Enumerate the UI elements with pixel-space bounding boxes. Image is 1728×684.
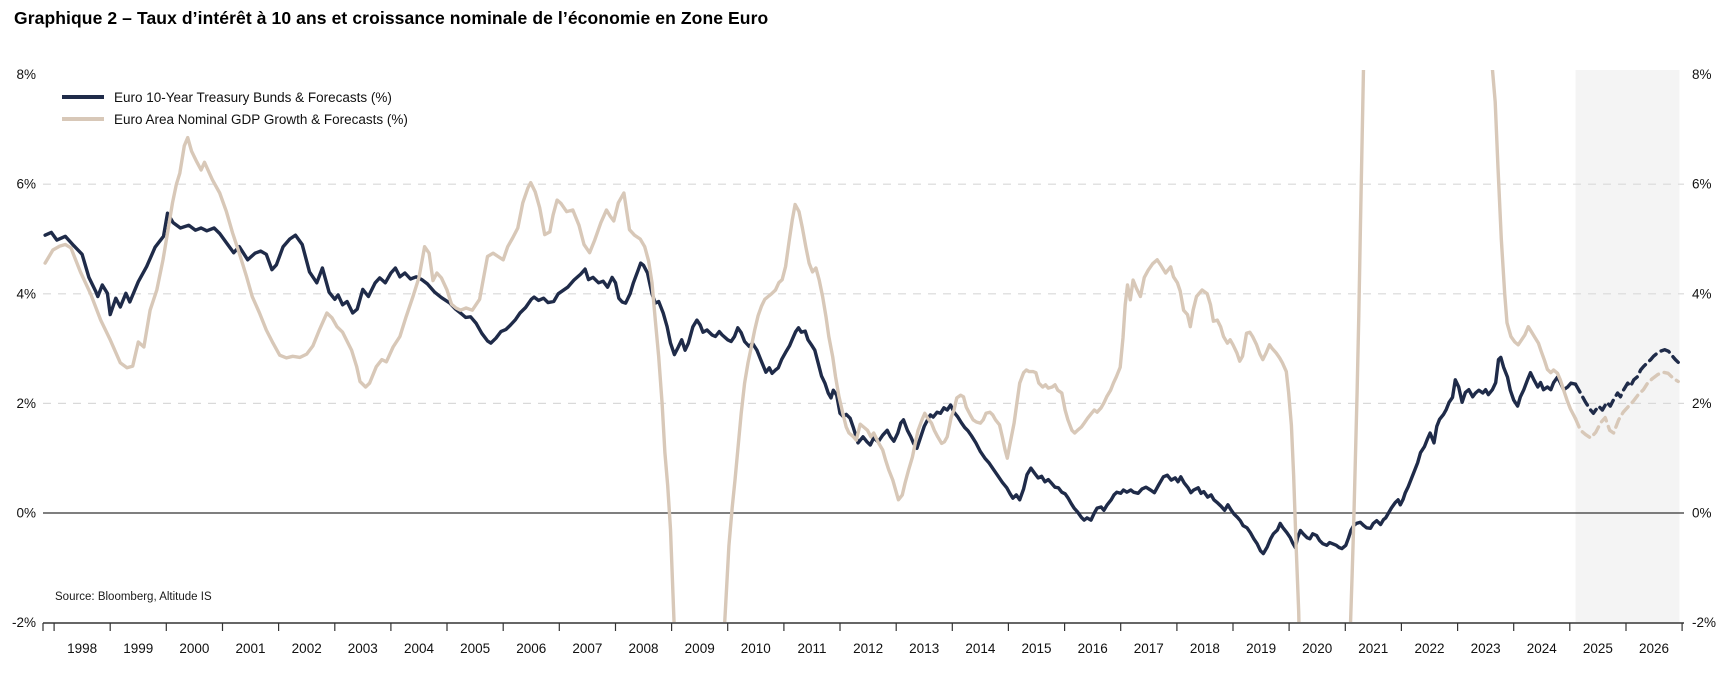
y-axis-label-left--2: -2% (12, 615, 36, 630)
chart-legend: Euro 10-Year Treasury Bunds & Forecasts … (62, 86, 408, 130)
x-axis-label-2019: 2019 (1246, 641, 1276, 656)
bund-history-line (43, 211, 1578, 556)
y-axis-label-right-0: 0% (1692, 506, 1712, 521)
legend-item-bund: Euro 10-Year Treasury Bunds & Forecasts … (62, 86, 408, 108)
y-axis-label-right-2: 2% (1692, 396, 1712, 411)
y-axis-label-right-4: 4% (1692, 286, 1712, 301)
x-axis-label-2000: 2000 (179, 641, 209, 656)
x-axis-label-2017: 2017 (1134, 641, 1164, 656)
x-axis-label-2016: 2016 (1078, 641, 1108, 656)
y-axis-label-right-6: 6% (1692, 177, 1712, 192)
x-axis-label-2026: 2026 (1639, 641, 1669, 656)
x-axis-label-1998: 1998 (67, 641, 97, 656)
legend-label-gdp: Euro Area Nominal GDP Growth & Forecasts… (114, 111, 408, 127)
y-axis-label-left-6: 6% (16, 177, 36, 192)
gdp-line-swatch-icon (62, 117, 104, 121)
x-axis-label-2005: 2005 (460, 641, 490, 656)
gdp-forecast-line (1573, 370, 1680, 440)
page-title: Graphique 2 – Taux d’intérêt à 10 ans et… (14, 8, 769, 28)
y-axis-label-left-8: 8% (16, 67, 36, 82)
x-axis-label-2006: 2006 (516, 641, 546, 656)
x-axis-label-2024: 2024 (1527, 641, 1558, 656)
x-axis-label-2001: 2001 (235, 641, 265, 656)
y-axis-label-right--2: -2% (1692, 615, 1716, 630)
y-axis-label-left-4: 4% (16, 286, 36, 301)
x-axis-label-2004: 2004 (404, 641, 435, 656)
x-axis-label-2003: 2003 (348, 641, 378, 656)
x-axis-label-2014: 2014 (965, 641, 996, 656)
forecast-band (1575, 70, 1680, 622)
x-axis-label-2010: 2010 (741, 641, 771, 656)
x-axis-label-2023: 2023 (1471, 641, 1501, 656)
legend-item-gdp: Euro Area Nominal GDP Growth & Forecasts… (62, 108, 408, 130)
x-axis-label-2011: 2011 (797, 641, 826, 656)
x-axis-label-2008: 2008 (628, 641, 658, 656)
bund-forecast-line (1573, 348, 1680, 415)
x-axis-label-2018: 2018 (1190, 641, 1220, 656)
y-axis-label-right-8: 8% (1692, 67, 1712, 82)
legend-label-bund: Euro 10-Year Treasury Bunds & Forecasts … (114, 89, 392, 105)
x-axis-label-2022: 2022 (1414, 641, 1444, 656)
source-note: Source: Bloomberg, Altitude IS (55, 591, 212, 603)
x-axis-label-2012: 2012 (853, 641, 883, 656)
gdp-history-line (43, 70, 1578, 622)
x-axis-label-2009: 2009 (685, 641, 715, 656)
bund-line-swatch-icon (62, 95, 104, 99)
x-axis-label-2015: 2015 (1021, 641, 1051, 656)
y-axis-label-left-2: 2% (16, 396, 36, 411)
x-axis-label-2020: 2020 (1302, 641, 1332, 656)
x-axis-label-2025: 2025 (1583, 641, 1613, 656)
series-group (43, 70, 1680, 622)
x-axis-label-2013: 2013 (909, 641, 939, 656)
x-axis-label-1999: 1999 (123, 641, 153, 656)
x-axis-label-2007: 2007 (572, 641, 602, 656)
x-axis-label-2021: 2021 (1358, 641, 1388, 656)
y-axis-label-left-0: 0% (16, 506, 36, 521)
x-axis-label-2002: 2002 (292, 641, 322, 656)
